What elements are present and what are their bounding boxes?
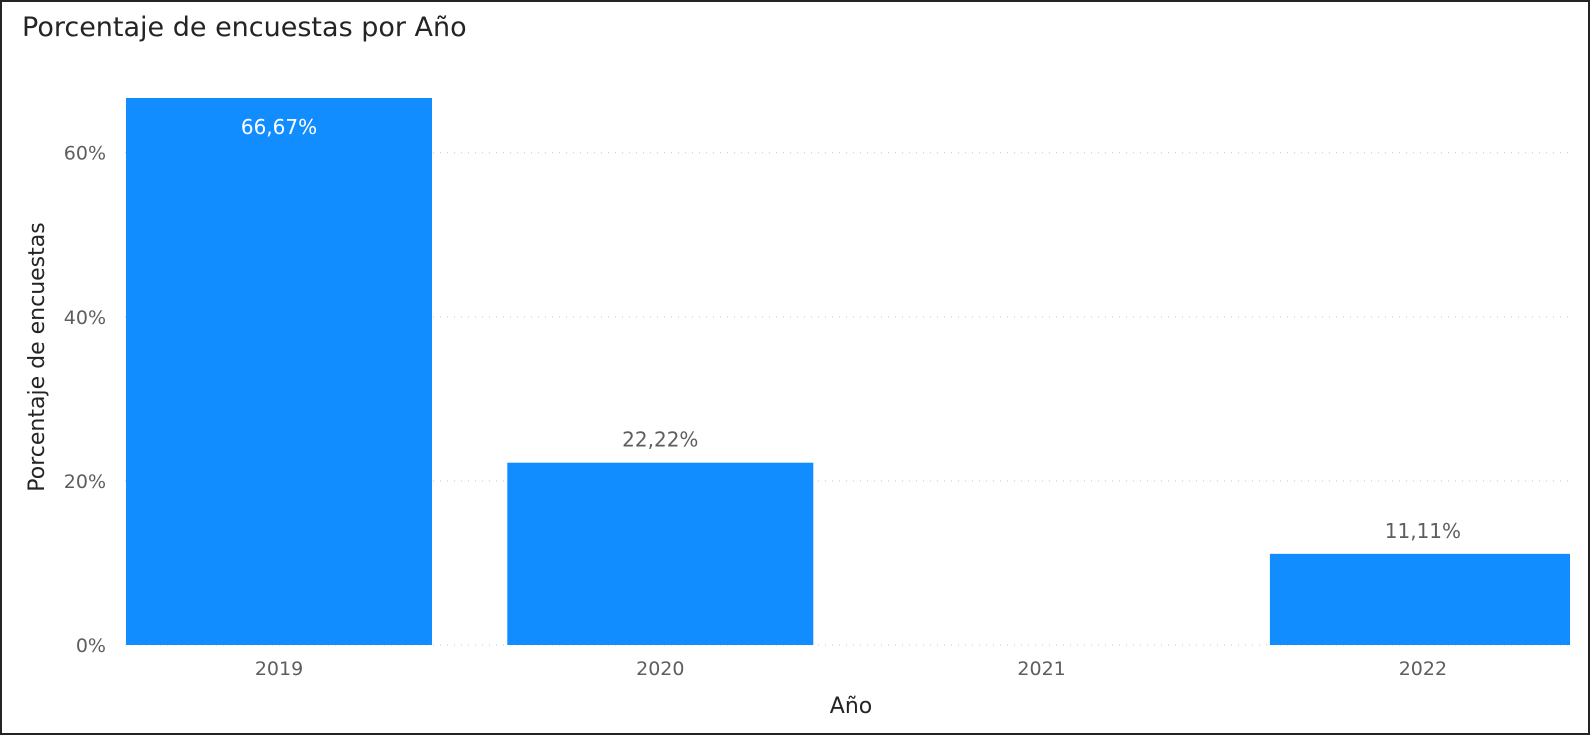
y-tick-label: 60% xyxy=(64,143,106,165)
data-label: 22,22% xyxy=(622,428,698,452)
data-labels: 66,67% 22,22% 11,11% xyxy=(241,115,1461,543)
data-label: 66,67% xyxy=(241,115,317,139)
x-axis-title: Año xyxy=(830,694,872,719)
x-tick-label: 2019 xyxy=(255,658,303,680)
y-tick-label: 40% xyxy=(64,307,106,329)
y-tick-label: 0% xyxy=(76,635,106,657)
x-tick-label: 2020 xyxy=(636,658,684,680)
bars xyxy=(126,98,1570,645)
y-tick-label: 20% xyxy=(64,471,106,493)
chart-title: Porcentaje de encuestas por Año xyxy=(22,12,467,43)
bar-2022[interactable] xyxy=(1269,553,1570,645)
x-tick-label: 2021 xyxy=(1017,658,1065,680)
x-axis-ticks: 2019 2020 2021 2022 xyxy=(255,658,1447,680)
data-label: 11,11% xyxy=(1385,519,1461,543)
y-axis-ticks: 0% 20% 40% 60% xyxy=(64,143,106,657)
y-axis-title: Porcentaje de encuestas xyxy=(25,222,50,491)
bar-2020[interactable] xyxy=(507,462,814,645)
x-tick-label: 2022 xyxy=(1399,658,1447,680)
bar-2019[interactable] xyxy=(126,98,432,645)
